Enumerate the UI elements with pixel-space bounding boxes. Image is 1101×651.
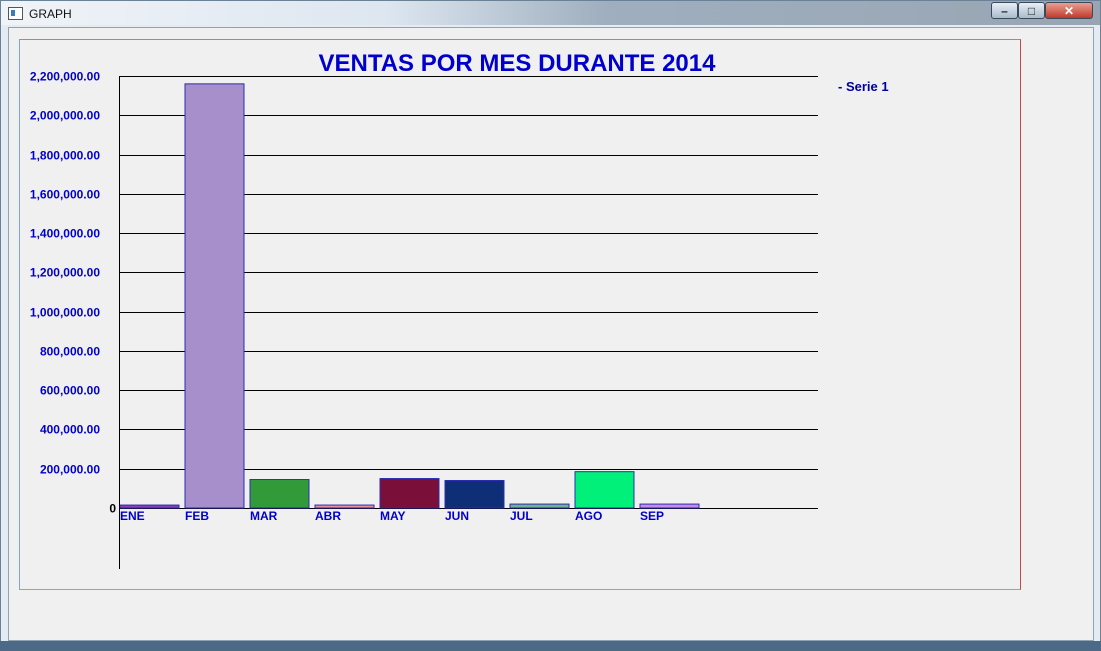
- minimize-button[interactable]: –: [991, 2, 1018, 19]
- y-tick-label: 2,000,000.00: [30, 109, 100, 123]
- taskbar-strip: [0, 641, 1101, 651]
- bar-sep: [639, 503, 700, 509]
- y-tick-label: 0: [109, 502, 116, 516]
- maximize-button[interactable]: □: [1018, 2, 1045, 19]
- y-tick-label: 2,200,000.00: [30, 70, 100, 84]
- bar-ene: [119, 504, 180, 509]
- x-tick-label: AGO: [575, 509, 602, 523]
- y-tick-label: 1,000,000.00: [30, 306, 100, 320]
- y-tick-label: 1,400,000.00: [30, 227, 100, 241]
- bar-mar: [249, 479, 310, 509]
- x-tick-label: ABR: [315, 509, 341, 523]
- labels: 0 200,000.00 400,000.00 600,000.00 800,000.0…: [30, 70, 664, 524]
- y-tick-label: 600,000.00: [40, 384, 100, 398]
- window-title: GRAPH: [29, 7, 72, 21]
- app-icon[interactable]: [8, 7, 23, 20]
- x-tick-label: ENE: [120, 509, 145, 523]
- bar-feb: [184, 83, 245, 509]
- chart-title: VENTAS POR MES DURANTE 2014: [319, 50, 717, 77]
- bars: [119, 83, 700, 509]
- bar-abr: [314, 504, 375, 509]
- x-tick-label: MAY: [380, 509, 406, 523]
- x-tick-label: JUN: [445, 509, 469, 523]
- y-tick-label: 200,000.00: [40, 463, 100, 477]
- bar-ago: [574, 471, 635, 509]
- y-tick-label: 1,800,000.00: [30, 149, 100, 163]
- x-tick-label: SEP: [640, 509, 664, 523]
- legend-entry: - Serie 1: [838, 79, 889, 94]
- y-tick-label: 1,600,000.00: [30, 188, 100, 202]
- y-tick-label: 800,000.00: [40, 345, 100, 359]
- x-tick-label: MAR: [250, 509, 278, 523]
- title-bar[interactable]: GRAPH – □ ✕: [1, 1, 1100, 25]
- y-tick-label: 400,000.00: [40, 423, 100, 437]
- y-tick-label: 1,200,000.00: [30, 266, 100, 280]
- bar-jul: [509, 503, 570, 509]
- bar-may: [379, 478, 440, 509]
- x-tick-label: JUL: [510, 509, 533, 523]
- chart-frame: [19, 39, 1021, 590]
- bar-jun: [444, 480, 505, 509]
- x-tick-label: FEB: [185, 509, 209, 523]
- close-button[interactable]: ✕: [1045, 2, 1093, 19]
